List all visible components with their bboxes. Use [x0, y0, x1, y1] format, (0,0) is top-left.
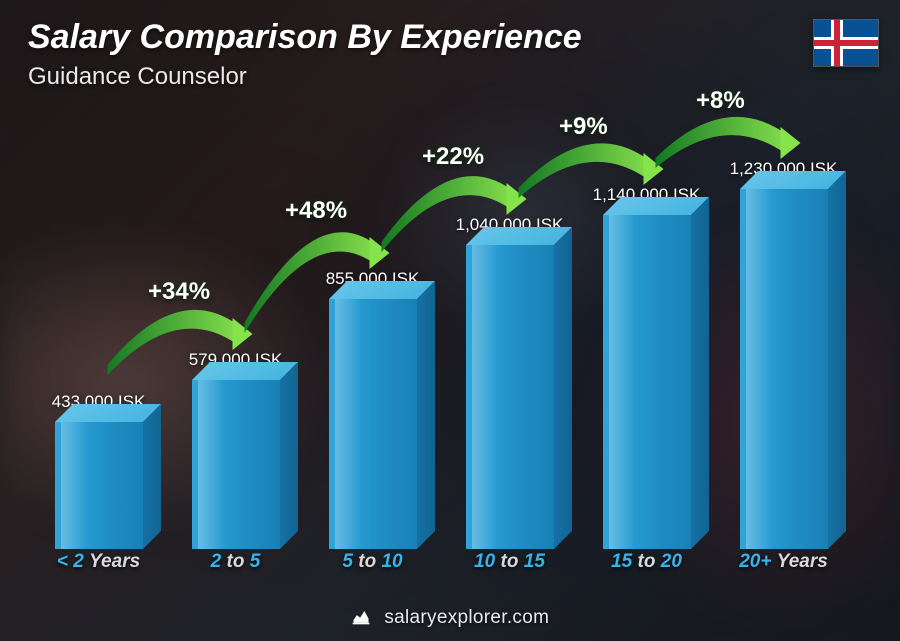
bar-4: 1,140,000 ISK15 to 20 [578, 185, 715, 549]
bar-shape [466, 245, 554, 549]
header: Salary Comparison By Experience Guidance… [28, 18, 872, 91]
page-title: Salary Comparison By Experience [28, 18, 872, 57]
bar-5: 1,230,000 ISK20+ Years [715, 159, 852, 549]
footer: salaryexplorer.com [0, 606, 900, 629]
bars-container: 433,000 ISK< 2 Years579,000 ISK2 to 5855… [30, 109, 852, 549]
bar-category: 20+ Years [688, 551, 880, 573]
bar-0: 433,000 ISK< 2 Years [30, 392, 167, 549]
footer-text: salaryexplorer.com [384, 607, 549, 628]
bar-shape [192, 380, 280, 549]
increment-label-3: +9% [559, 113, 608, 141]
bar-2: 855,000 ISK5 to 10 [304, 269, 441, 549]
bar-3: 1,040,000 ISK10 to 15 [441, 215, 578, 549]
flag-iceland [814, 20, 878, 66]
bar-shape [55, 422, 143, 549]
page-subtitle: Guidance Counselor [28, 63, 872, 91]
increment-label-4: +8% [696, 87, 745, 115]
bar-shape [603, 215, 691, 549]
increment-label-0: +34% [148, 278, 210, 306]
bar-shape [329, 299, 417, 549]
bar-chart: 433,000 ISK< 2 Years579,000 ISK2 to 5855… [30, 107, 852, 577]
infographic-stage: Salary Comparison By Experience Guidance… [0, 0, 900, 641]
increment-label-2: +22% [422, 143, 484, 171]
bar-shape [740, 189, 828, 549]
bar-1: 579,000 ISK2 to 5 [167, 350, 304, 549]
logo-icon [351, 606, 371, 626]
increment-label-1: +48% [285, 197, 347, 225]
